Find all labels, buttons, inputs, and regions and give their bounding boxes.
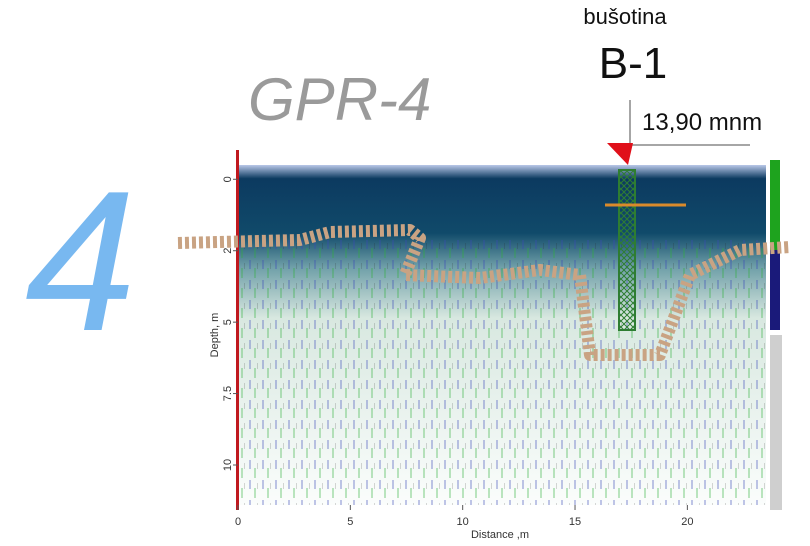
- x-axis-label: Distance ,m: [471, 529, 529, 541]
- x-tick-label: 15: [569, 516, 581, 528]
- radargram-texture: [238, 240, 766, 505]
- plot-area: [236, 150, 782, 510]
- panel-number: 4: [25, 150, 136, 373]
- y-tick-label: 5: [222, 319, 234, 325]
- borehole: [618, 169, 636, 331]
- chart-title: GPR-4: [248, 66, 431, 133]
- side-panel: [770, 335, 782, 510]
- borehole-label: bušotina: [583, 4, 667, 29]
- borehole-name: B-1: [599, 39, 667, 88]
- y-tick-label: 0: [222, 176, 234, 182]
- y-tick-label: 7.5: [222, 386, 234, 401]
- y-tick-label: 10: [222, 459, 234, 471]
- x-tick-label: 20: [681, 516, 693, 528]
- left-border: [236, 150, 239, 510]
- y-axis-label: Depth, m: [209, 313, 221, 358]
- x-tick-label: 0: [235, 516, 241, 528]
- borehole-marker: [607, 143, 633, 165]
- elevation-label: 13,90 mnm: [642, 109, 762, 136]
- x-tick-label: 10: [457, 516, 469, 528]
- color-bar: [770, 250, 780, 330]
- x-tick-label: 5: [347, 516, 353, 528]
- color-bar: [770, 160, 780, 250]
- y-tick-label: 2: [222, 248, 234, 254]
